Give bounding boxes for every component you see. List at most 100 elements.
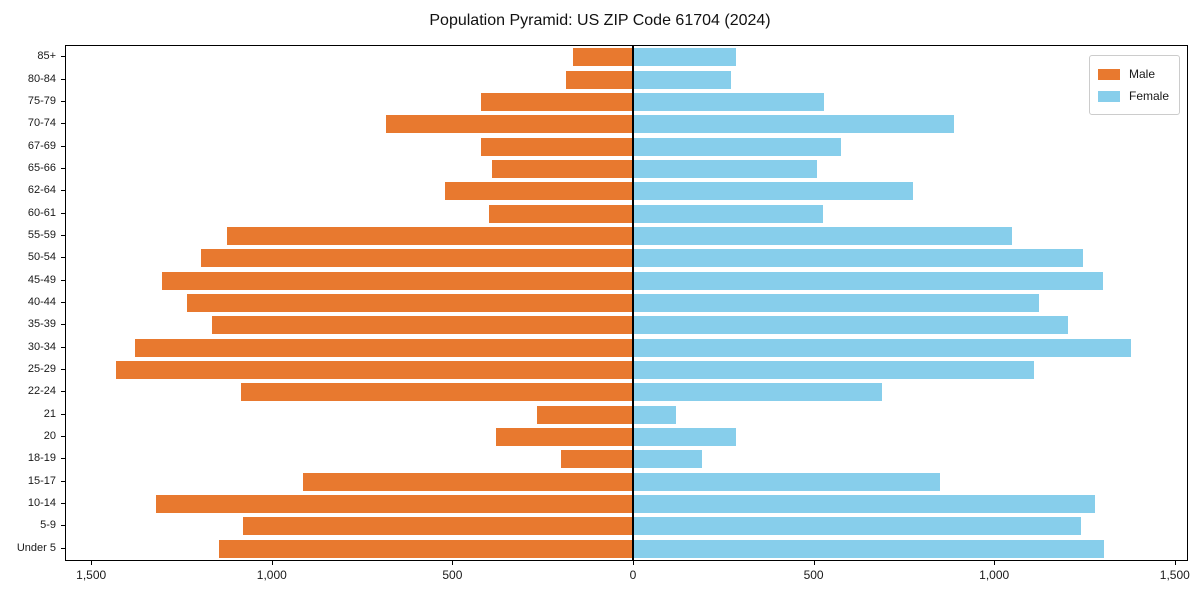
x-tick-mark	[813, 561, 815, 565]
bar-male-55-59	[226, 226, 633, 245]
bar-male-40-44	[186, 294, 633, 312]
y-tick-label: 21	[43, 407, 56, 420]
y-tick-mark	[61, 100, 65, 102]
bar-female-under-5	[633, 539, 1105, 558]
bar-female-70-74	[633, 115, 955, 134]
bar-male-18-19	[560, 450, 633, 469]
bar-female-85+	[633, 48, 736, 67]
zero-axis-line	[632, 46, 634, 560]
x-tick-mark	[633, 561, 634, 565]
chart-title: Population Pyramid: US ZIP Code 61704 (2…	[429, 12, 771, 29]
male-color-swatch	[1097, 68, 1120, 80]
bar-female-60-61	[633, 204, 823, 223]
y-tick-mark	[61, 302, 65, 303]
female-color-swatch	[1097, 90, 1120, 102]
y-tick-mark	[61, 346, 65, 348]
y-tick-label: 67-69	[27, 139, 56, 152]
bar-male-75-79	[481, 92, 633, 111]
y-tick-label: 10-14	[27, 497, 56, 510]
legend-female-label: Female	[1128, 89, 1169, 103]
bar-male-5-9	[242, 517, 633, 536]
bar-male-62-64	[445, 182, 633, 201]
y-tick-mark	[61, 123, 65, 125]
y-tick-label: 35-39	[27, 318, 56, 331]
bar-female-40-44	[633, 294, 1040, 312]
bar-male-70-74	[385, 115, 633, 134]
bar-female-75-79	[633, 92, 825, 111]
bar-female-50-54	[633, 249, 1083, 268]
bar-female-67-69	[633, 137, 841, 156]
y-tick-mark	[61, 234, 65, 236]
y-tick-mark	[61, 56, 65, 58]
y-tick-mark	[61, 190, 65, 192]
legend: Male Female	[1088, 55, 1180, 115]
y-tick-label: 18-19	[27, 452, 56, 465]
y-tick-label: 80-84	[27, 72, 56, 85]
bar-male-50-54	[201, 249, 633, 268]
bar-female-22-24	[633, 383, 883, 402]
bar-female-55-59	[633, 226, 1013, 245]
x-tick-label: 500	[803, 568, 824, 582]
y-tick-mark	[61, 547, 65, 549]
legend-male-label: Male	[1128, 67, 1155, 81]
bar-male-80-84	[566, 70, 633, 89]
x-tick-mark	[271, 561, 273, 565]
y-tick-mark	[61, 324, 65, 326]
y-tick-label: 55-59	[27, 228, 56, 241]
x-tick-label: 1,000	[979, 568, 1010, 582]
bar-male-45-49	[161, 271, 633, 290]
bar-female-30-34	[633, 338, 1132, 357]
bar-male-10-14	[156, 495, 633, 514]
y-tick-label: 25-29	[27, 363, 56, 376]
y-tick-label: 70-74	[27, 117, 56, 130]
y-tick-label: 40-44	[27, 296, 56, 308]
y-tick-mark	[61, 369, 65, 371]
y-tick-label: 75-79	[27, 94, 56, 107]
bar-female-62-64	[633, 182, 913, 201]
x-tick-mark	[452, 561, 454, 565]
bar-female-18-19	[633, 450, 702, 469]
y-tick-mark	[61, 503, 65, 505]
bar-male-20	[495, 428, 633, 447]
plot-area: Male Female	[65, 45, 1188, 561]
x-tick-label: 1,000	[256, 568, 287, 582]
y-tick-mark	[61, 279, 65, 281]
bar-female-25-29	[633, 361, 1034, 380]
y-tick-label: 22-24	[27, 385, 56, 398]
y-tick-mark	[61, 480, 65, 482]
bar-male-60-61	[488, 204, 633, 223]
bar-male-22-24	[241, 383, 633, 402]
y-tick-mark	[61, 525, 65, 527]
y-tick-label: 85+	[37, 50, 56, 63]
bar-male-65-66	[492, 159, 633, 178]
bar-male-15-17	[302, 472, 633, 491]
y-tick-label: 50-54	[27, 251, 56, 264]
y-tick-mark	[61, 78, 65, 80]
x-tick-label: 1,500	[1159, 568, 1190, 582]
bar-male-25-29	[116, 361, 633, 380]
y-tick-label: 15-17	[27, 474, 56, 487]
y-tick-label: 60-61	[27, 206, 56, 219]
y-tick-mark	[61, 145, 65, 147]
y-tick-label: 65-66	[27, 161, 56, 174]
bar-male-67-69	[481, 137, 633, 156]
y-tick-mark	[61, 167, 65, 169]
y-tick-mark	[61, 458, 65, 460]
y-tick-label: 20	[43, 430, 56, 443]
legend-entry-female: Female	[1097, 85, 1169, 107]
y-tick-mark	[61, 413, 65, 415]
bar-female-21	[633, 405, 677, 424]
y-tick-mark	[61, 391, 65, 393]
y-tick-label: 30-34	[27, 340, 56, 353]
x-tick-mark	[994, 561, 996, 565]
bar-female-10-14	[633, 495, 1096, 514]
y-tick-label: 45-49	[27, 273, 56, 286]
bar-female-45-49	[633, 271, 1103, 290]
bar-female-20	[633, 428, 736, 447]
bar-male-85+	[573, 48, 633, 67]
y-tick-mark	[61, 212, 65, 214]
y-tick-label: 62-64	[27, 184, 56, 197]
y-tick-label: 5-9	[40, 519, 56, 532]
y-tick-mark	[61, 257, 65, 259]
